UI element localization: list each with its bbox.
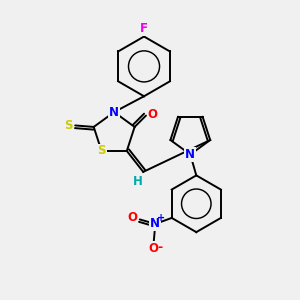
Text: N: N	[150, 218, 160, 230]
Text: S: S	[64, 119, 73, 132]
Text: S: S	[97, 145, 106, 158]
Text: +: +	[157, 213, 165, 223]
Text: H: H	[133, 175, 143, 188]
Text: N: N	[109, 106, 119, 118]
Text: N: N	[185, 148, 195, 161]
Text: O: O	[149, 242, 159, 255]
Text: F: F	[140, 22, 148, 35]
Text: O: O	[127, 211, 137, 224]
Text: O: O	[148, 108, 158, 121]
Text: -: -	[158, 241, 163, 254]
